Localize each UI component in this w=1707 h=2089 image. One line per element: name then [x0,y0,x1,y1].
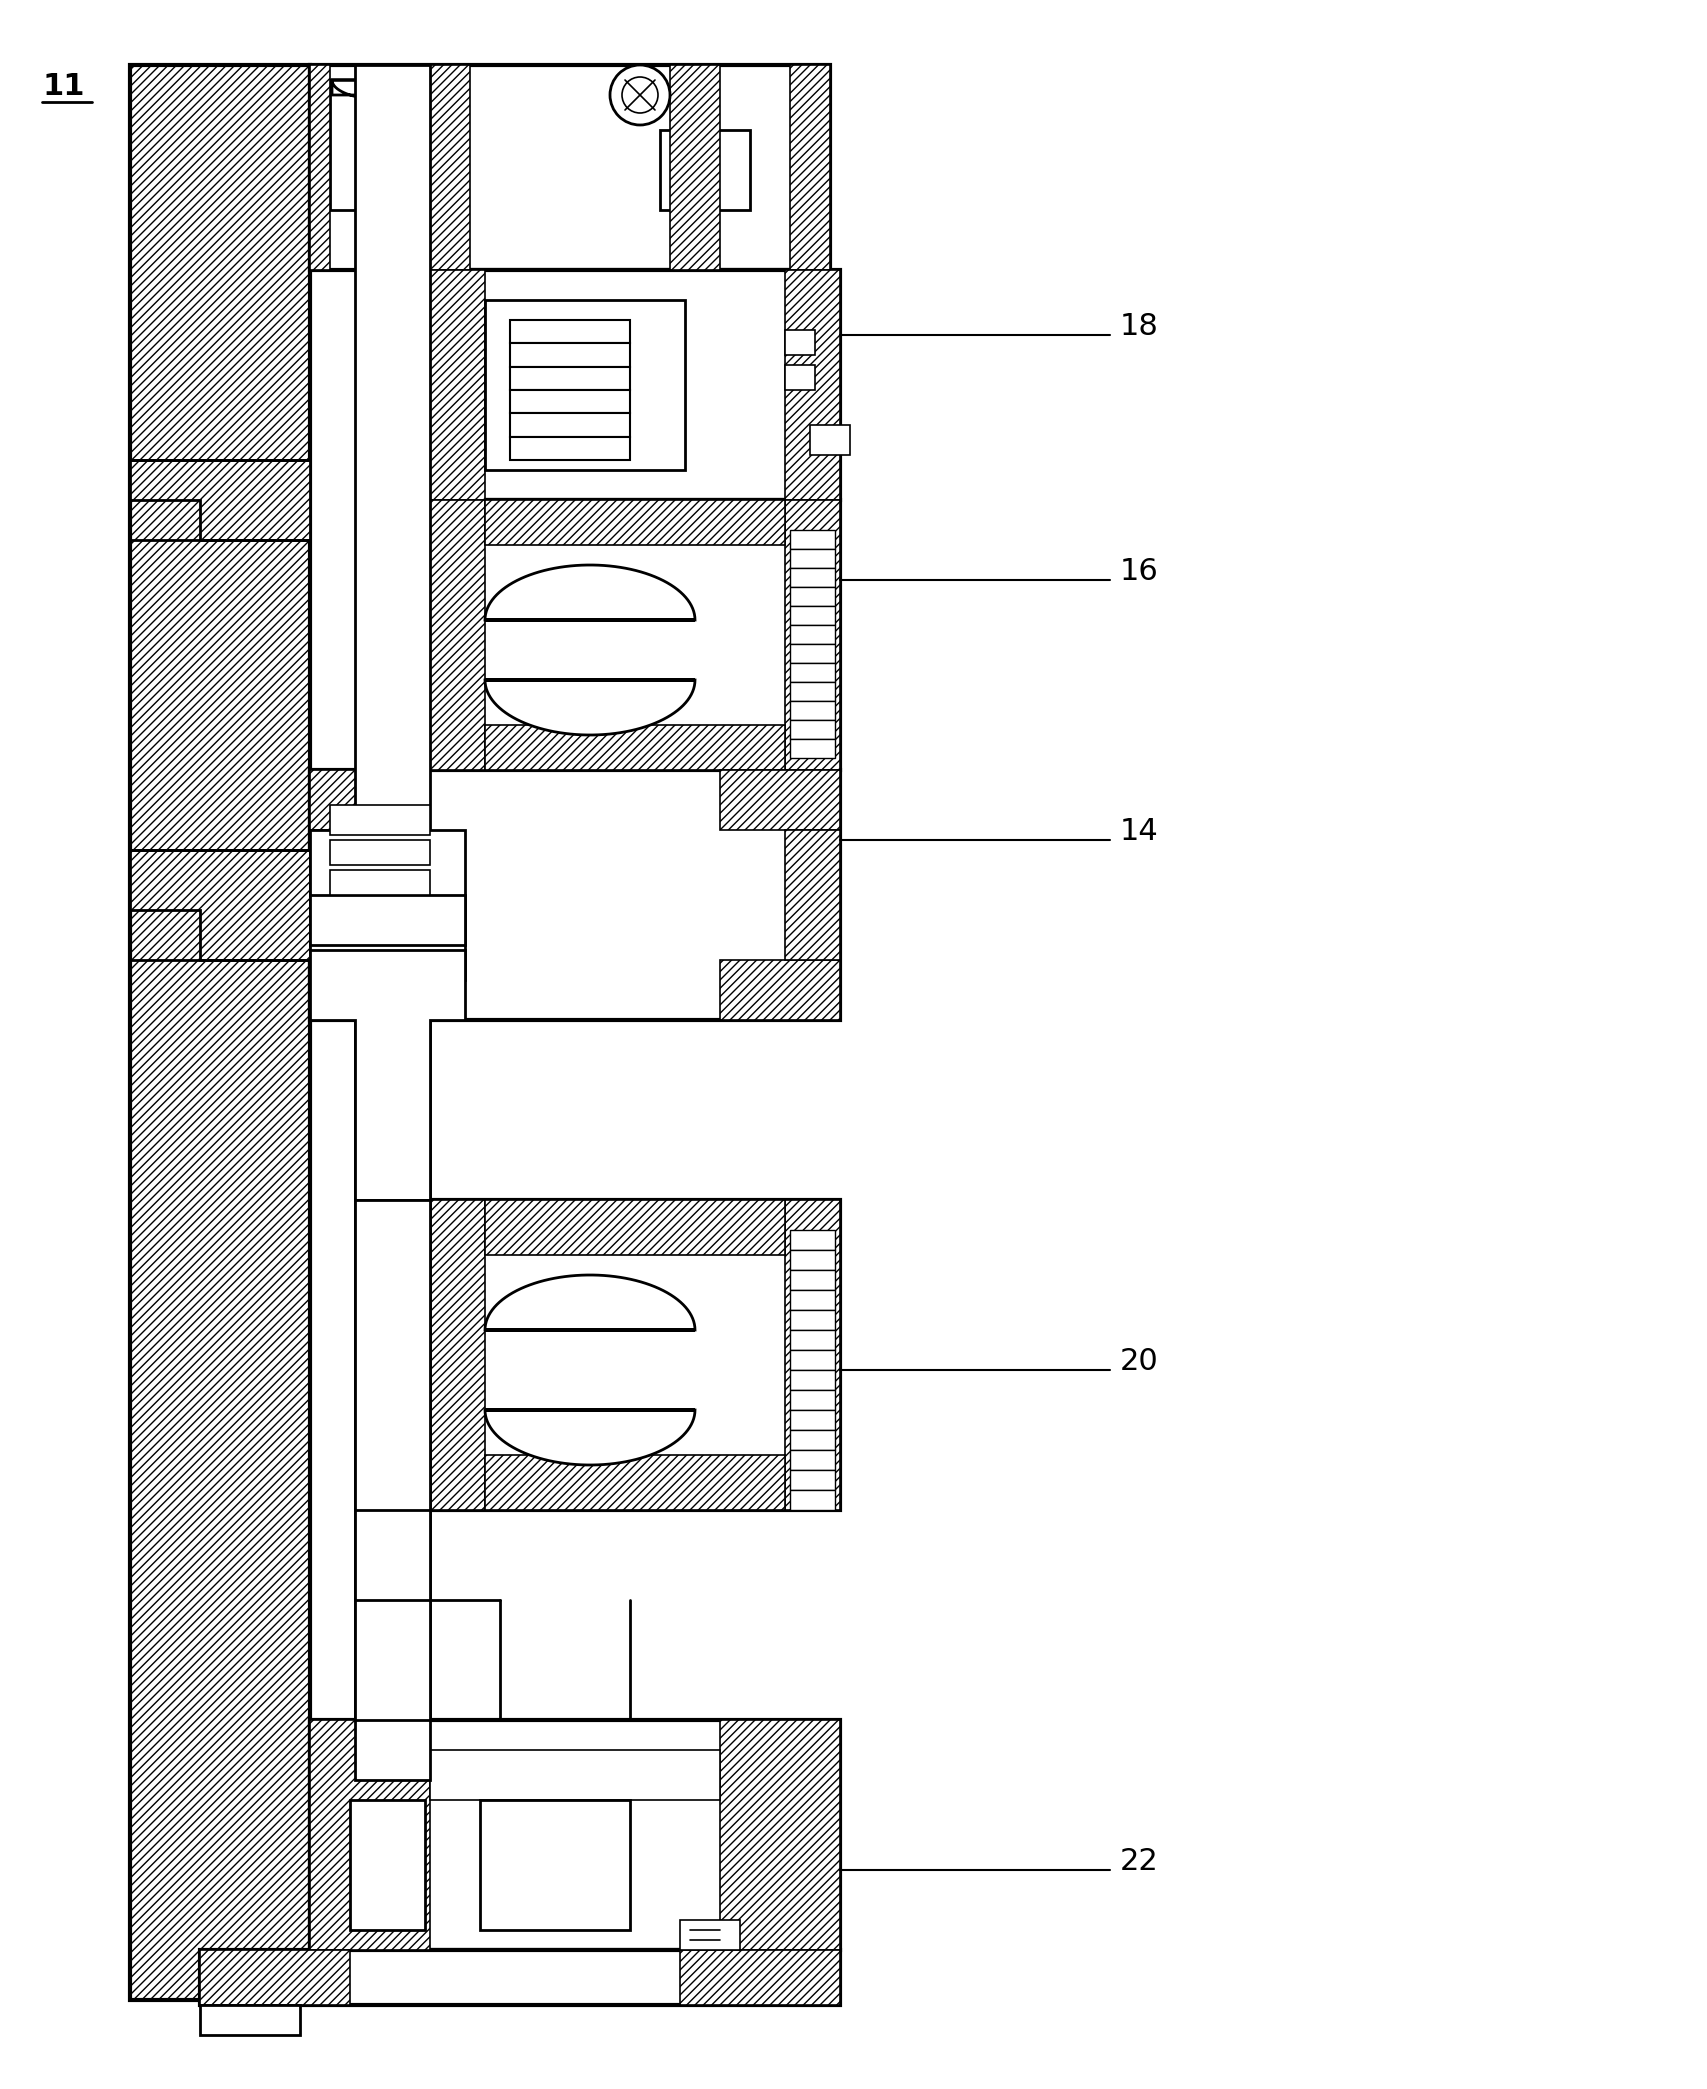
Bar [430,1751,720,1801]
Bar [510,343,630,368]
Polygon shape [485,681,695,735]
Bar [311,894,464,944]
Bar [790,662,835,681]
Text: 11: 11 [43,71,85,100]
Bar [790,1389,835,1410]
Polygon shape [430,1199,840,1510]
Polygon shape [485,564,695,620]
Polygon shape [311,771,430,829]
Polygon shape [430,499,840,771]
Bar [510,368,630,391]
Polygon shape [311,771,840,1019]
Polygon shape [430,269,485,499]
Bar [790,681,835,702]
Bar [790,1331,835,1349]
Bar [661,130,749,211]
Polygon shape [671,65,720,269]
Polygon shape [485,725,785,771]
Polygon shape [485,1410,695,1464]
Polygon shape [485,499,785,545]
Bar [679,1920,741,1949]
Polygon shape [485,1199,785,1255]
Bar [790,1410,835,1431]
Polygon shape [331,79,428,98]
Bar [785,330,814,355]
Bar [510,320,630,343]
Polygon shape [200,1949,840,2005]
Bar [790,1270,835,1291]
Polygon shape [130,460,311,539]
Bar [510,437,630,460]
Polygon shape [785,1199,840,1510]
Text: 18: 18 [1120,311,1159,341]
Polygon shape [720,771,840,829]
Bar [790,721,835,740]
Bar [790,1431,835,1450]
Polygon shape [311,1719,840,1949]
Polygon shape [130,850,311,961]
Polygon shape [311,829,365,961]
Bar [811,424,850,455]
Polygon shape [720,961,840,1019]
Polygon shape [430,499,485,771]
Polygon shape [485,1456,785,1510]
Bar [480,1801,630,1930]
Bar [790,1489,835,1510]
Polygon shape [679,1949,840,2005]
Bar [790,643,835,662]
Polygon shape [720,1719,840,1949]
Bar [329,869,430,894]
Bar [355,1199,430,1719]
Polygon shape [200,1949,350,2005]
Bar [790,1310,835,1331]
Bar [790,1471,835,1489]
Bar [350,1801,425,1930]
Bar [510,391,630,414]
Circle shape [609,65,671,125]
Bar [200,2005,300,2035]
Bar [790,1230,835,1249]
Polygon shape [311,950,464,1199]
Polygon shape [430,65,469,269]
Circle shape [621,77,657,113]
Polygon shape [311,65,830,269]
Bar [790,702,835,721]
Polygon shape [785,499,840,771]
Text: 20: 20 [1120,1347,1159,1377]
Bar [311,829,464,980]
Bar [790,531,835,549]
Bar [790,625,835,643]
Bar [790,587,835,606]
Bar [785,366,814,391]
Bar [485,301,685,470]
Bar [510,414,630,437]
Polygon shape [790,65,830,269]
Bar [790,1249,835,1270]
Polygon shape [785,829,840,961]
Bar [790,1291,835,1310]
Text: 16: 16 [1120,558,1159,587]
Polygon shape [311,961,430,1019]
Polygon shape [329,79,430,211]
Polygon shape [430,269,840,499]
Polygon shape [130,65,311,1999]
Polygon shape [485,1274,695,1331]
Bar [790,568,835,587]
Text: 14: 14 [1120,817,1159,846]
Bar [329,804,430,836]
Polygon shape [785,269,840,499]
Text: 22: 22 [1120,1847,1159,1876]
Bar [790,1450,835,1471]
Bar [790,1370,835,1389]
Bar [790,740,835,758]
Polygon shape [311,65,329,269]
Bar [355,65,430,1780]
Bar [790,549,835,568]
Bar [790,606,835,625]
Bar [790,1349,835,1370]
Polygon shape [311,1719,430,1949]
Polygon shape [430,1199,485,1510]
Bar [329,840,430,865]
